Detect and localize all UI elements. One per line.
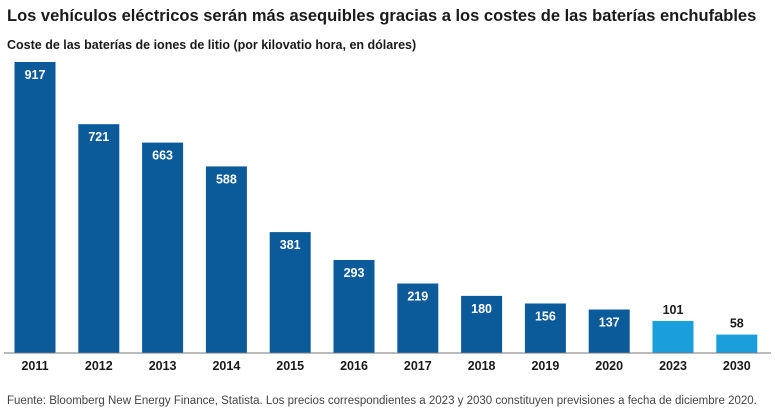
x-tick-label: 2030: [723, 359, 751, 373]
bar-2013: [142, 142, 184, 353]
data-label: 156: [535, 309, 556, 323]
data-label: 917: [25, 68, 46, 82]
bar-2030: [716, 334, 758, 353]
data-label: 721: [88, 130, 109, 144]
x-tick-label: 2014: [212, 359, 240, 373]
x-tick-label: 2016: [340, 359, 368, 373]
data-label: 588: [216, 172, 237, 186]
source-note: Fuente: Bloomberg New Energy Finance, St…: [7, 395, 757, 407]
x-tick-label: 2015: [276, 359, 304, 373]
bar-2016: [333, 260, 375, 353]
x-tick-label: 2020: [595, 359, 623, 373]
x-tick-label: 2019: [531, 359, 559, 373]
chart-subtitle: Coste de las baterías de iones de litio …: [7, 38, 417, 52]
x-tick-label: 2013: [149, 359, 177, 373]
data-label: 663: [152, 149, 173, 163]
bar-2023: [652, 320, 694, 353]
data-label: 137: [599, 316, 620, 330]
bar-2017: [397, 283, 439, 353]
x-tick-label: 2018: [468, 359, 496, 373]
chart-title: Los vehículos eléctricos serán más asequ…: [7, 7, 757, 25]
bar-2014: [205, 166, 247, 353]
data-label: 381: [280, 238, 301, 252]
bar-2020: [588, 309, 630, 353]
bar-2019: [524, 303, 566, 353]
x-tick-label: 2011: [21, 359, 48, 373]
x-tick-label: 2023: [659, 359, 687, 373]
data-label: 219: [407, 290, 428, 304]
bar-2015: [269, 232, 311, 353]
bar-2011: [14, 62, 56, 353]
bar-2018: [461, 295, 503, 353]
data-label: 293: [344, 266, 365, 280]
data-label: 58: [730, 317, 744, 331]
data-label: 180: [471, 302, 492, 316]
data-label: 101: [663, 303, 684, 317]
x-tick-label: 2012: [85, 359, 113, 373]
x-tick-label: 2017: [404, 359, 432, 373]
bar-2012: [78, 124, 120, 353]
bar-chart: 917 2011 721 2012 663 2013 588 2014 381 2015 293 20…: [4, 62, 771, 373]
